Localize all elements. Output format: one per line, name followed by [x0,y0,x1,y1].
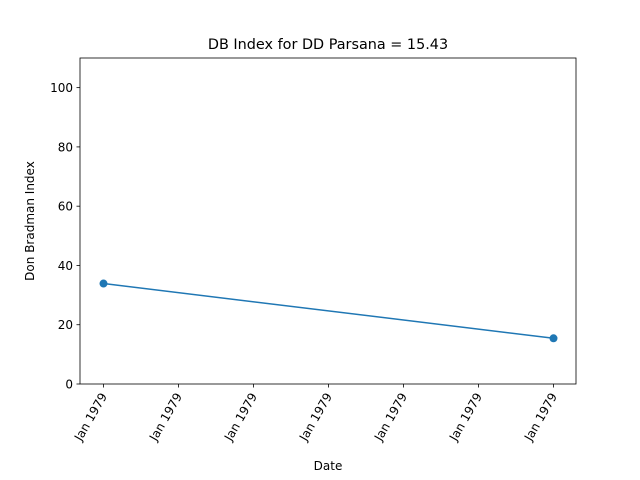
x-tick-label: Jan 1979 [296,391,335,445]
data-point [99,279,108,288]
x-axis-label: Date [314,459,343,473]
y-tick-label: 100 [50,81,73,95]
y-tick-label: 80 [58,140,73,154]
x-axis: Jan 1979 Jan 1979 Jan 1979 Jan 1979 Jan 1979… [71,384,560,444]
x-tick-label: Jan 1979 [371,391,410,445]
x-tick-label: Jan 1979 [146,391,185,445]
x-tick-label: Jan 1979 [71,391,110,445]
x-tick-label: Jan 1979 [221,391,260,445]
y-tick-label: 0 [65,378,73,392]
x-tick-label: Jan 1979 [446,391,485,445]
plot-area [79,57,577,385]
series-line [103,282,554,340]
data-point [549,334,558,343]
x-tick-label: Jan 1979 [521,391,560,445]
y-tick-label: 20 [58,318,73,332]
y-axis-label: Don Bradman Index [23,161,37,281]
series-group [99,279,558,343]
y-tick-label: 60 [58,200,73,214]
y-tick-label: 40 [58,259,73,273]
y-axis: 0 20 40 60 80 100 [50,81,80,392]
chart-title: DB Index for DD Parsana = 15.43 [208,37,448,53]
